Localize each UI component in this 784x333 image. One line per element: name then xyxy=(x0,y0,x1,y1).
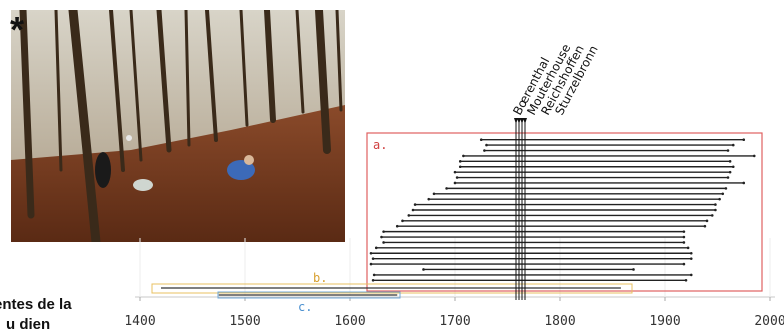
interval-end-a xyxy=(721,192,725,196)
interval-start-a xyxy=(413,203,417,206)
interval-start-a xyxy=(369,262,373,266)
interval-start-a xyxy=(445,187,448,190)
interval-end-a xyxy=(710,214,714,217)
interval-start-a xyxy=(427,197,431,201)
interval-start-a xyxy=(455,176,459,179)
interval-end-a xyxy=(682,235,686,239)
interval-end-a xyxy=(682,230,686,233)
caption-line-2: u dien xyxy=(6,316,51,333)
interval-start-a xyxy=(485,143,488,147)
x-tick-label: 1800 xyxy=(544,314,575,329)
group-c-label: c. xyxy=(298,300,312,314)
interval-start-a xyxy=(382,241,385,244)
reference-arrow-icon xyxy=(523,118,527,124)
reference-arrow-icon xyxy=(517,118,521,124)
interval-end-a xyxy=(689,251,693,255)
caption-line-1: entes de la xyxy=(0,296,72,313)
interval-start-a xyxy=(422,268,425,271)
interval-end-a xyxy=(682,241,686,244)
group-b-label: b. xyxy=(313,271,327,285)
interval-end-a xyxy=(689,273,693,277)
reference-arrow-icon xyxy=(520,118,524,124)
x-tick-label: 1400 xyxy=(124,314,155,329)
interval-end-a xyxy=(703,224,707,228)
interval-start-a xyxy=(395,224,399,228)
interval-groups: a. b. c. xyxy=(151,132,763,314)
x-tick-label: 1600 xyxy=(334,314,365,329)
group-b-box xyxy=(151,283,633,294)
interval-end-a xyxy=(742,181,746,185)
interval-end-a xyxy=(726,149,730,152)
interval-end-a xyxy=(684,278,688,282)
interval-end-a xyxy=(689,257,693,260)
group-c-box xyxy=(217,291,401,299)
interval-start-a xyxy=(407,214,411,217)
interval-start-a xyxy=(411,208,415,212)
x-tick-label: 1900 xyxy=(649,314,680,329)
interval-end-a xyxy=(724,187,728,190)
x-tick-label: 1700 xyxy=(439,314,470,329)
interval-end-a xyxy=(731,143,735,147)
interval-start-a xyxy=(458,160,462,163)
interval-start-a xyxy=(453,170,457,174)
interval-start-a xyxy=(371,278,375,282)
interval-start-a xyxy=(462,154,465,158)
interval-start-a xyxy=(401,219,404,223)
interval-end-a xyxy=(726,176,730,179)
interval-end-a xyxy=(718,197,721,201)
reference-lines: BœrenthalMouterhouseReichshoffenSturzelb… xyxy=(510,42,601,300)
interval-end-a xyxy=(728,160,732,163)
forest-photo xyxy=(11,10,345,242)
interval-start-a xyxy=(453,181,457,185)
x-tick-label: 2000 xyxy=(754,314,784,329)
asterisk-icon: * xyxy=(10,14,24,50)
interval-end-a xyxy=(742,138,746,142)
interval-end-a xyxy=(705,219,709,223)
interval-end-a xyxy=(714,208,717,212)
x-tick-label: 1500 xyxy=(229,314,260,329)
x-axis: 1400 1500 1600 1700 1800 1900 2000 xyxy=(124,238,784,329)
interval-start-a xyxy=(382,230,385,233)
interval-start-a xyxy=(369,251,373,255)
photo-marker: * xyxy=(10,14,24,50)
group-a-label: a. xyxy=(373,138,387,152)
group-a-box xyxy=(366,132,763,292)
interval-start-a xyxy=(432,192,436,196)
forest-photo-image xyxy=(11,10,345,242)
interval-end-a xyxy=(682,262,686,266)
interval-start-a xyxy=(374,246,378,250)
interval-end-a xyxy=(728,170,732,174)
interval-start-a xyxy=(479,138,483,142)
interval-end-a xyxy=(752,154,756,158)
interval-end-a xyxy=(632,268,635,271)
interval-start-a xyxy=(372,273,376,277)
reference-arrow-icon xyxy=(514,118,518,124)
interval-start-a xyxy=(458,165,462,169)
interval-start-a xyxy=(380,235,383,239)
interval-end-a xyxy=(731,165,735,169)
interval-end-a xyxy=(686,246,690,250)
interval-end-a xyxy=(714,203,717,206)
interval-start-a xyxy=(483,149,486,152)
interval-start-a xyxy=(371,257,375,260)
